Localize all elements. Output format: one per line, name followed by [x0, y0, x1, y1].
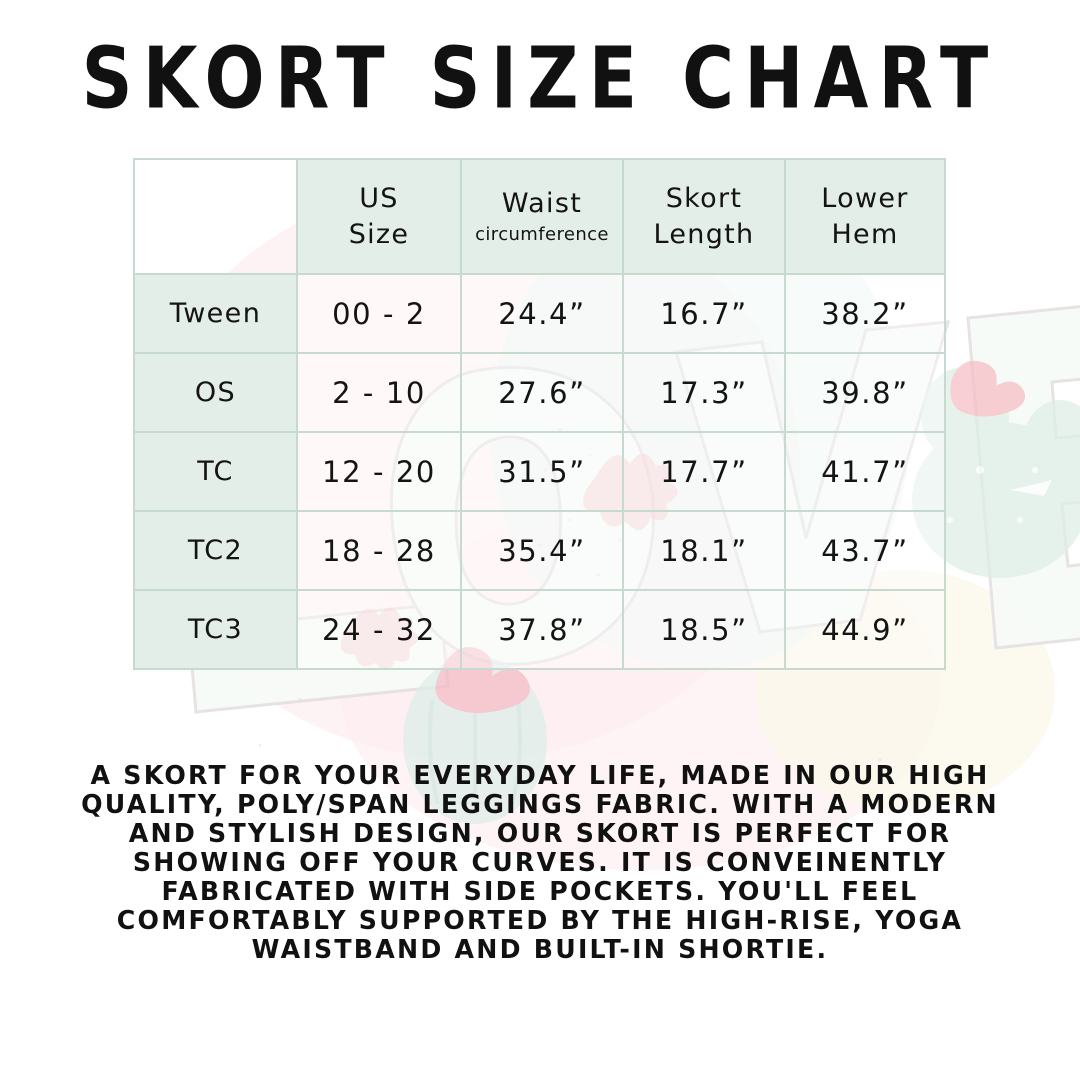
row-length: 18.5”	[622, 589, 786, 670]
row-size-label: OS	[133, 352, 298, 433]
header-lower-hem-line1: Lower	[821, 182, 909, 214]
description-line: AND STYLISH DESIGN, OUR SKORT IS PERFECT…	[128, 819, 952, 849]
row-us-size: 00 - 2	[296, 273, 462, 354]
row-waist: 31.5”	[460, 431, 624, 512]
product-description: A SKORT FOR YOUR EVERYDAY LIFE, MADE IN …	[50, 762, 1030, 965]
description-line: FABRICATED WITH SIDE POCKETS. YOU'LL FEE…	[161, 877, 919, 907]
header-waist-line1: Waist	[501, 187, 583, 219]
table-row: TC 12 - 20 31.5” 17.7” 41.7”	[133, 431, 946, 512]
header-us-size-line1: US	[359, 182, 399, 214]
row-hem: 43.7”	[784, 510, 946, 591]
row-size-label: TC2	[133, 510, 298, 591]
header-lower-hem: Lower Hem	[784, 158, 946, 275]
row-waist: 37.8”	[460, 589, 624, 670]
row-size-label: TC	[133, 431, 298, 512]
row-length: 18.1”	[622, 510, 786, 591]
table-row: OS 2 - 10 27.6” 17.3” 39.8”	[133, 352, 946, 433]
header-skort-length-line1: Skort	[665, 182, 743, 214]
row-us-size: 2 - 10	[296, 352, 462, 433]
row-waist: 35.4”	[460, 510, 624, 591]
row-hem: 38.2”	[784, 273, 946, 354]
table-row: TC3 24 - 32 37.8” 18.5” 44.9”	[133, 589, 946, 670]
description-line: COMFORTABLY SUPPORTED BY THE HIGH-RISE, …	[116, 906, 964, 936]
row-size-label: TC3	[133, 589, 298, 670]
header-us-size: US Size	[296, 158, 462, 275]
description-line: WAISTBAND AND BUILT-IN SHORTIE.	[251, 935, 829, 965]
row-hem: 41.7”	[784, 431, 946, 512]
description-line: A SKORT FOR YOUR EVERYDAY LIFE, MADE IN …	[90, 761, 990, 791]
header-us-size-line2: Size	[348, 218, 410, 250]
row-hem: 39.8”	[784, 352, 946, 433]
letter-E	[966, 305, 1080, 650]
row-waist: 24.4”	[460, 273, 624, 354]
header-lower-hem-line2: Hem	[831, 218, 899, 250]
description-line: QUALITY, POLY/SPAN LEGGINGS FABRIC. WITH…	[81, 790, 999, 820]
header-skort-length: Skort Length	[622, 158, 786, 275]
row-us-size: 12 - 20	[296, 431, 462, 512]
header-waist: Waist circumference	[460, 158, 624, 275]
page-title: SKORT SIZE CHART	[81, 28, 999, 128]
row-us-size: 24 - 32	[296, 589, 462, 670]
header-waist-sub: circumference	[475, 224, 609, 246]
table-row: Tween 00 - 2 24.4” 16.7” 38.2”	[133, 273, 946, 354]
table-row: TC2 18 - 28 35.4” 18.1” 43.7”	[133, 510, 946, 591]
row-waist: 27.6”	[460, 352, 624, 433]
table-header-row: US Size Waist circumference Skort Length…	[133, 158, 946, 275]
row-length: 17.3”	[622, 352, 786, 433]
row-size-label: Tween	[133, 273, 298, 354]
size-chart-table: US Size Waist circumference Skort Length…	[133, 158, 946, 670]
row-hem: 44.9”	[784, 589, 946, 670]
row-length: 16.7”	[622, 273, 786, 354]
header-skort-length-line2: Length	[653, 218, 755, 250]
row-length: 17.7”	[622, 431, 786, 512]
row-us-size: 18 - 28	[296, 510, 462, 591]
description-line: SHOWING OFF YOUR CURVES. IT IS CONVEINEN…	[132, 848, 948, 878]
header-corner-cell	[133, 158, 298, 275]
